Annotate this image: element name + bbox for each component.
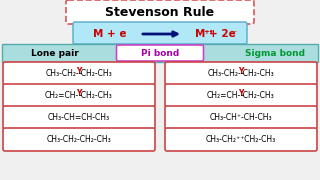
Text: -CH₂-CH₃: -CH₂-CH₃ [241,91,275,100]
FancyBboxPatch shape [165,62,317,85]
Text: CH₃-CH₂-CH₂-CH₃: CH₃-CH₂-CH₂-CH₃ [47,135,111,144]
FancyBboxPatch shape [165,84,317,107]
Text: ⁻: ⁻ [121,28,125,37]
Text: Y: Y [76,68,82,76]
Text: CH₃-CH₂-: CH₃-CH₂- [45,69,79,78]
FancyBboxPatch shape [3,62,155,85]
FancyBboxPatch shape [116,45,204,61]
Text: + 2e: + 2e [209,29,236,39]
Text: CH₃-CH=CH-CH₃: CH₃-CH=CH-CH₃ [48,113,110,122]
Text: CH₂=CH-: CH₂=CH- [207,91,241,100]
Text: Lone pair: Lone pair [31,49,79,58]
Text: Stevenson Rule: Stevenson Rule [105,6,215,19]
Text: -CH₂-CH₃: -CH₂-CH₃ [79,69,113,78]
Text: CH₃-CH₂⁺⁺CH₂-CH₃: CH₃-CH₂⁺⁺CH₂-CH₃ [206,135,276,144]
FancyBboxPatch shape [3,84,155,107]
Text: -CH₂-CH₃: -CH₂-CH₃ [241,69,275,78]
Text: Y: Y [238,89,244,98]
FancyBboxPatch shape [165,106,317,129]
Text: Pi bond: Pi bond [141,49,179,58]
FancyBboxPatch shape [3,106,155,129]
Text: Sigma bond: Sigma bond [245,49,305,58]
Text: Y: Y [238,68,244,76]
Text: ⁻: ⁻ [232,28,236,37]
Text: -CH₂-CH₃: -CH₂-CH₃ [79,91,113,100]
FancyBboxPatch shape [73,22,247,44]
Text: Y: Y [76,89,82,98]
FancyBboxPatch shape [165,128,317,151]
FancyBboxPatch shape [66,0,254,24]
FancyBboxPatch shape [3,128,155,151]
FancyBboxPatch shape [2,44,318,62]
Text: M: M [195,29,205,39]
Text: +•: +• [203,28,213,35]
Text: CH₃-CH₂-: CH₃-CH₂- [207,69,241,78]
Text: CH₂=CH-: CH₂=CH- [45,91,79,100]
Text: CH₃-CH⁺-CH-CH₃: CH₃-CH⁺-CH-CH₃ [210,113,272,122]
Text: M + e: M + e [93,29,127,39]
